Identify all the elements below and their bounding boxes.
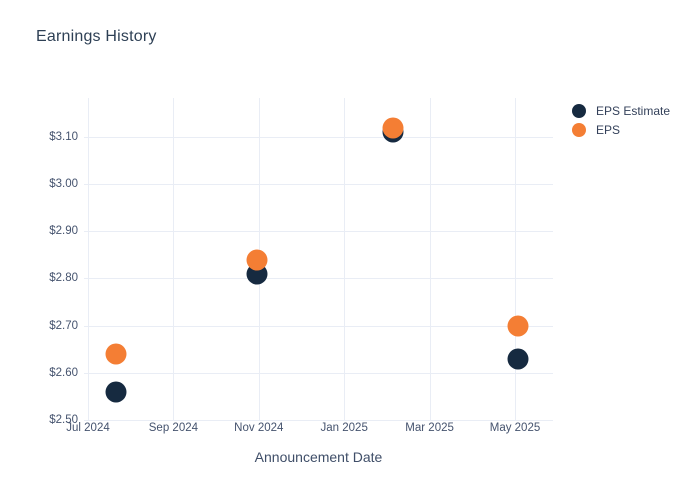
y-tick-label: $2.80 [49, 272, 78, 285]
y-tick-label: $3.10 [49, 130, 78, 143]
legend-item-eps[interactable]: EPS [572, 123, 670, 137]
x-tick-label: Nov 2024 [234, 422, 284, 434]
data-point-eps-estimate[interactable] [105, 381, 127, 403]
plot-area [84, 98, 553, 421]
x-tick-label: Jul 2024 [66, 422, 110, 434]
x-gridline [429, 98, 431, 420]
x-gridline [515, 98, 516, 420]
y-tick-label: $3.00 [49, 178, 78, 191]
chart-title: Earnings History [36, 28, 157, 45]
y-gridline [84, 136, 553, 138]
data-point-eps[interactable] [105, 343, 127, 365]
legend: EPS Estimate EPS [572, 104, 670, 142]
x-gridline [173, 98, 175, 420]
y-tick-label: $2.50 [49, 414, 78, 426]
x-tick-label: Mar 2025 [405, 422, 454, 434]
x-tick-label: Sep 2024 [148, 422, 199, 434]
legend-label: EPS [596, 123, 621, 137]
y-tick-label: $2.70 [49, 319, 78, 332]
data-point-eps[interactable] [507, 315, 529, 337]
legend-dot-eps [572, 123, 586, 137]
y-tick-label: $2.90 [49, 225, 78, 238]
x-axis-title: Announcement Date [254, 449, 383, 465]
legend-item-eps-estimate[interactable]: EPS Estimate [572, 104, 670, 118]
legend-label: EPS Estimate [596, 104, 671, 118]
x-gridline [88, 98, 89, 420]
data-point-eps[interactable] [382, 117, 404, 139]
x-tick-label: Jan 2025 [320, 422, 368, 434]
y-gridline [84, 278, 553, 280]
y-tick-label: $2.60 [49, 366, 78, 379]
y-gridline [84, 372, 553, 374]
y-gridline [84, 184, 553, 186]
data-point-eps-estimate[interactable] [507, 348, 529, 370]
data-point-eps[interactable] [246, 249, 268, 271]
x-tick-label: May 2025 [489, 422, 541, 434]
y-gridline [84, 325, 553, 327]
y-gridline [84, 420, 553, 421]
legend-dot-eps-estimate [572, 104, 586, 118]
y-gridline [84, 231, 553, 233]
x-gridline [344, 98, 346, 420]
